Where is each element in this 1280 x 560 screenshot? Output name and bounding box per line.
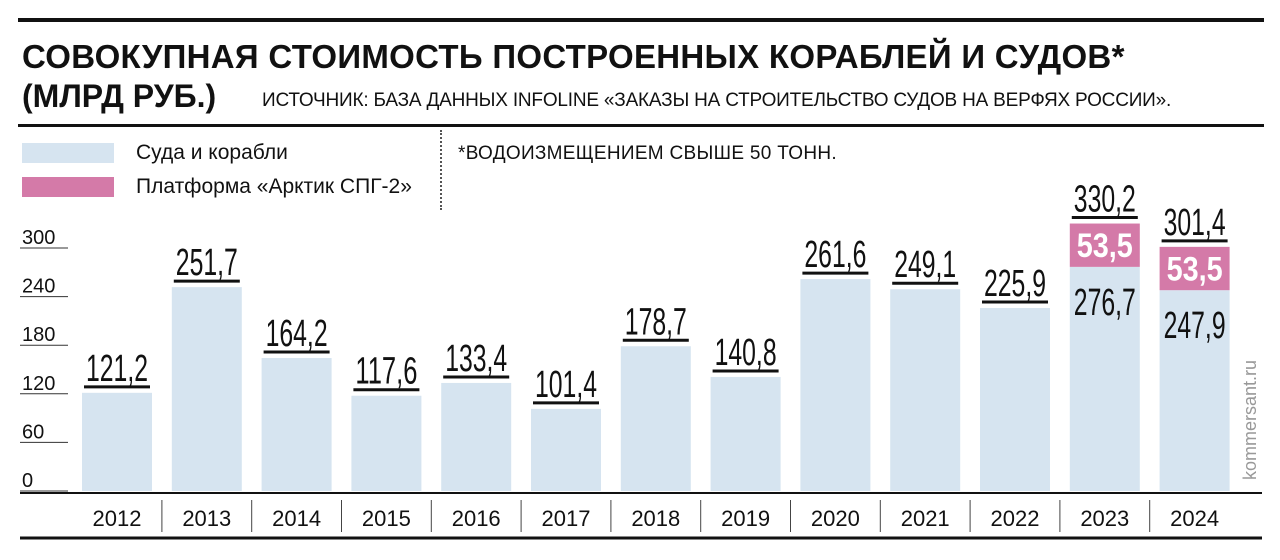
x-tick-label: 2012: [93, 506, 142, 531]
legend-label-platform: Платформа «Арктик СПГ-2»: [136, 175, 412, 198]
total-value-label: 133,4: [445, 338, 507, 380]
total-value-label: 117,6: [355, 351, 417, 393]
total-value-label: 249,1: [894, 244, 956, 286]
legend-item-ships: Суда и корабли: [22, 140, 288, 166]
footnote: *ВОДОИЗМЕЩЕНИЕМ СВЫШЕ 50 ТОНН.: [458, 143, 837, 164]
bar-ships: [261, 357, 332, 491]
y-tick-label: 60: [22, 421, 44, 443]
x-tick-label: 2019: [721, 506, 770, 531]
ships-value-label: 276,7: [1074, 282, 1136, 324]
total-value-label: 261,6: [804, 234, 866, 276]
y-tick-label: 120: [22, 373, 55, 395]
legend-label-ships: Суда и корабли: [136, 141, 288, 164]
x-tick-label: 2024: [1170, 506, 1219, 531]
chart-title: СОВОКУПНАЯ СТОИМОСТЬ ПОСТРОЕННЫХ КОРАБЛЕ…: [22, 38, 1125, 75]
total-value-label: 140,8: [715, 332, 777, 374]
unit-label: (МЛРД РУБ.): [22, 78, 217, 114]
legend-swatch-platform: [22, 177, 114, 197]
total-value-label: 121,2: [86, 348, 148, 390]
x-tick-label: 2021: [901, 506, 950, 531]
bar-ships: [890, 289, 961, 491]
platform-value-label: 53,5: [1167, 251, 1223, 289]
bar-ships: [800, 279, 871, 491]
y-tick-label: 0: [22, 470, 33, 492]
bar-ships: [351, 395, 422, 491]
x-tick-label: 2023: [1080, 506, 1129, 531]
bar-ships: [620, 346, 691, 491]
header-rule: [18, 124, 1264, 127]
legend-divider: [440, 130, 442, 210]
total-value-label: 178,7: [625, 301, 687, 343]
bar-ships: [1159, 290, 1230, 491]
bar-ships: [82, 392, 152, 491]
x-tick-label: 2013: [182, 506, 231, 531]
bar-ships: [171, 287, 242, 491]
y-tick-label: 240: [22, 276, 55, 298]
bar-ships: [1069, 266, 1140, 491]
bar-platform: [1069, 223, 1140, 267]
x-tick-label: 2018: [631, 506, 680, 531]
x-tick-label: 2022: [991, 506, 1040, 531]
source-note: ИСТОЧНИК: БАЗА ДАННЫХ INFOLINE «ЗАКАЗЫ Н…: [262, 90, 1172, 111]
x-tick-label: 2015: [362, 506, 411, 531]
ships-value-label: 247,9: [1164, 305, 1226, 347]
platform-value-label: 53,5: [1077, 227, 1133, 265]
bar-ships: [710, 376, 781, 491]
legend-item-platform: Платформа «Арктик СПГ-2»: [22, 174, 412, 200]
y-tick-label: 180: [22, 324, 55, 346]
total-value-label: 225,9: [984, 263, 1046, 305]
x-tick-label: 2016: [452, 506, 501, 531]
total-value-label: 301,4: [1164, 202, 1226, 244]
x-tick-label: 2014: [272, 506, 321, 531]
bar-ships: [441, 382, 512, 491]
watermark: kommersant.ru: [1240, 359, 1260, 480]
total-value-label: 330,2: [1074, 179, 1136, 221]
x-tick-label: 2020: [811, 506, 860, 531]
bar-platform: [1159, 246, 1230, 291]
legend-swatch-ships: [22, 143, 114, 163]
total-value-label: 251,7: [176, 242, 238, 284]
y-tick-label: 300: [22, 227, 55, 249]
bar-ships: [980, 308, 1050, 491]
total-value-label: 101,4: [535, 364, 597, 406]
top-rule: [18, 18, 1264, 22]
total-value-label: 164,2: [266, 313, 328, 355]
x-tick-label: 2017: [542, 506, 591, 531]
bar-ships: [531, 408, 601, 491]
